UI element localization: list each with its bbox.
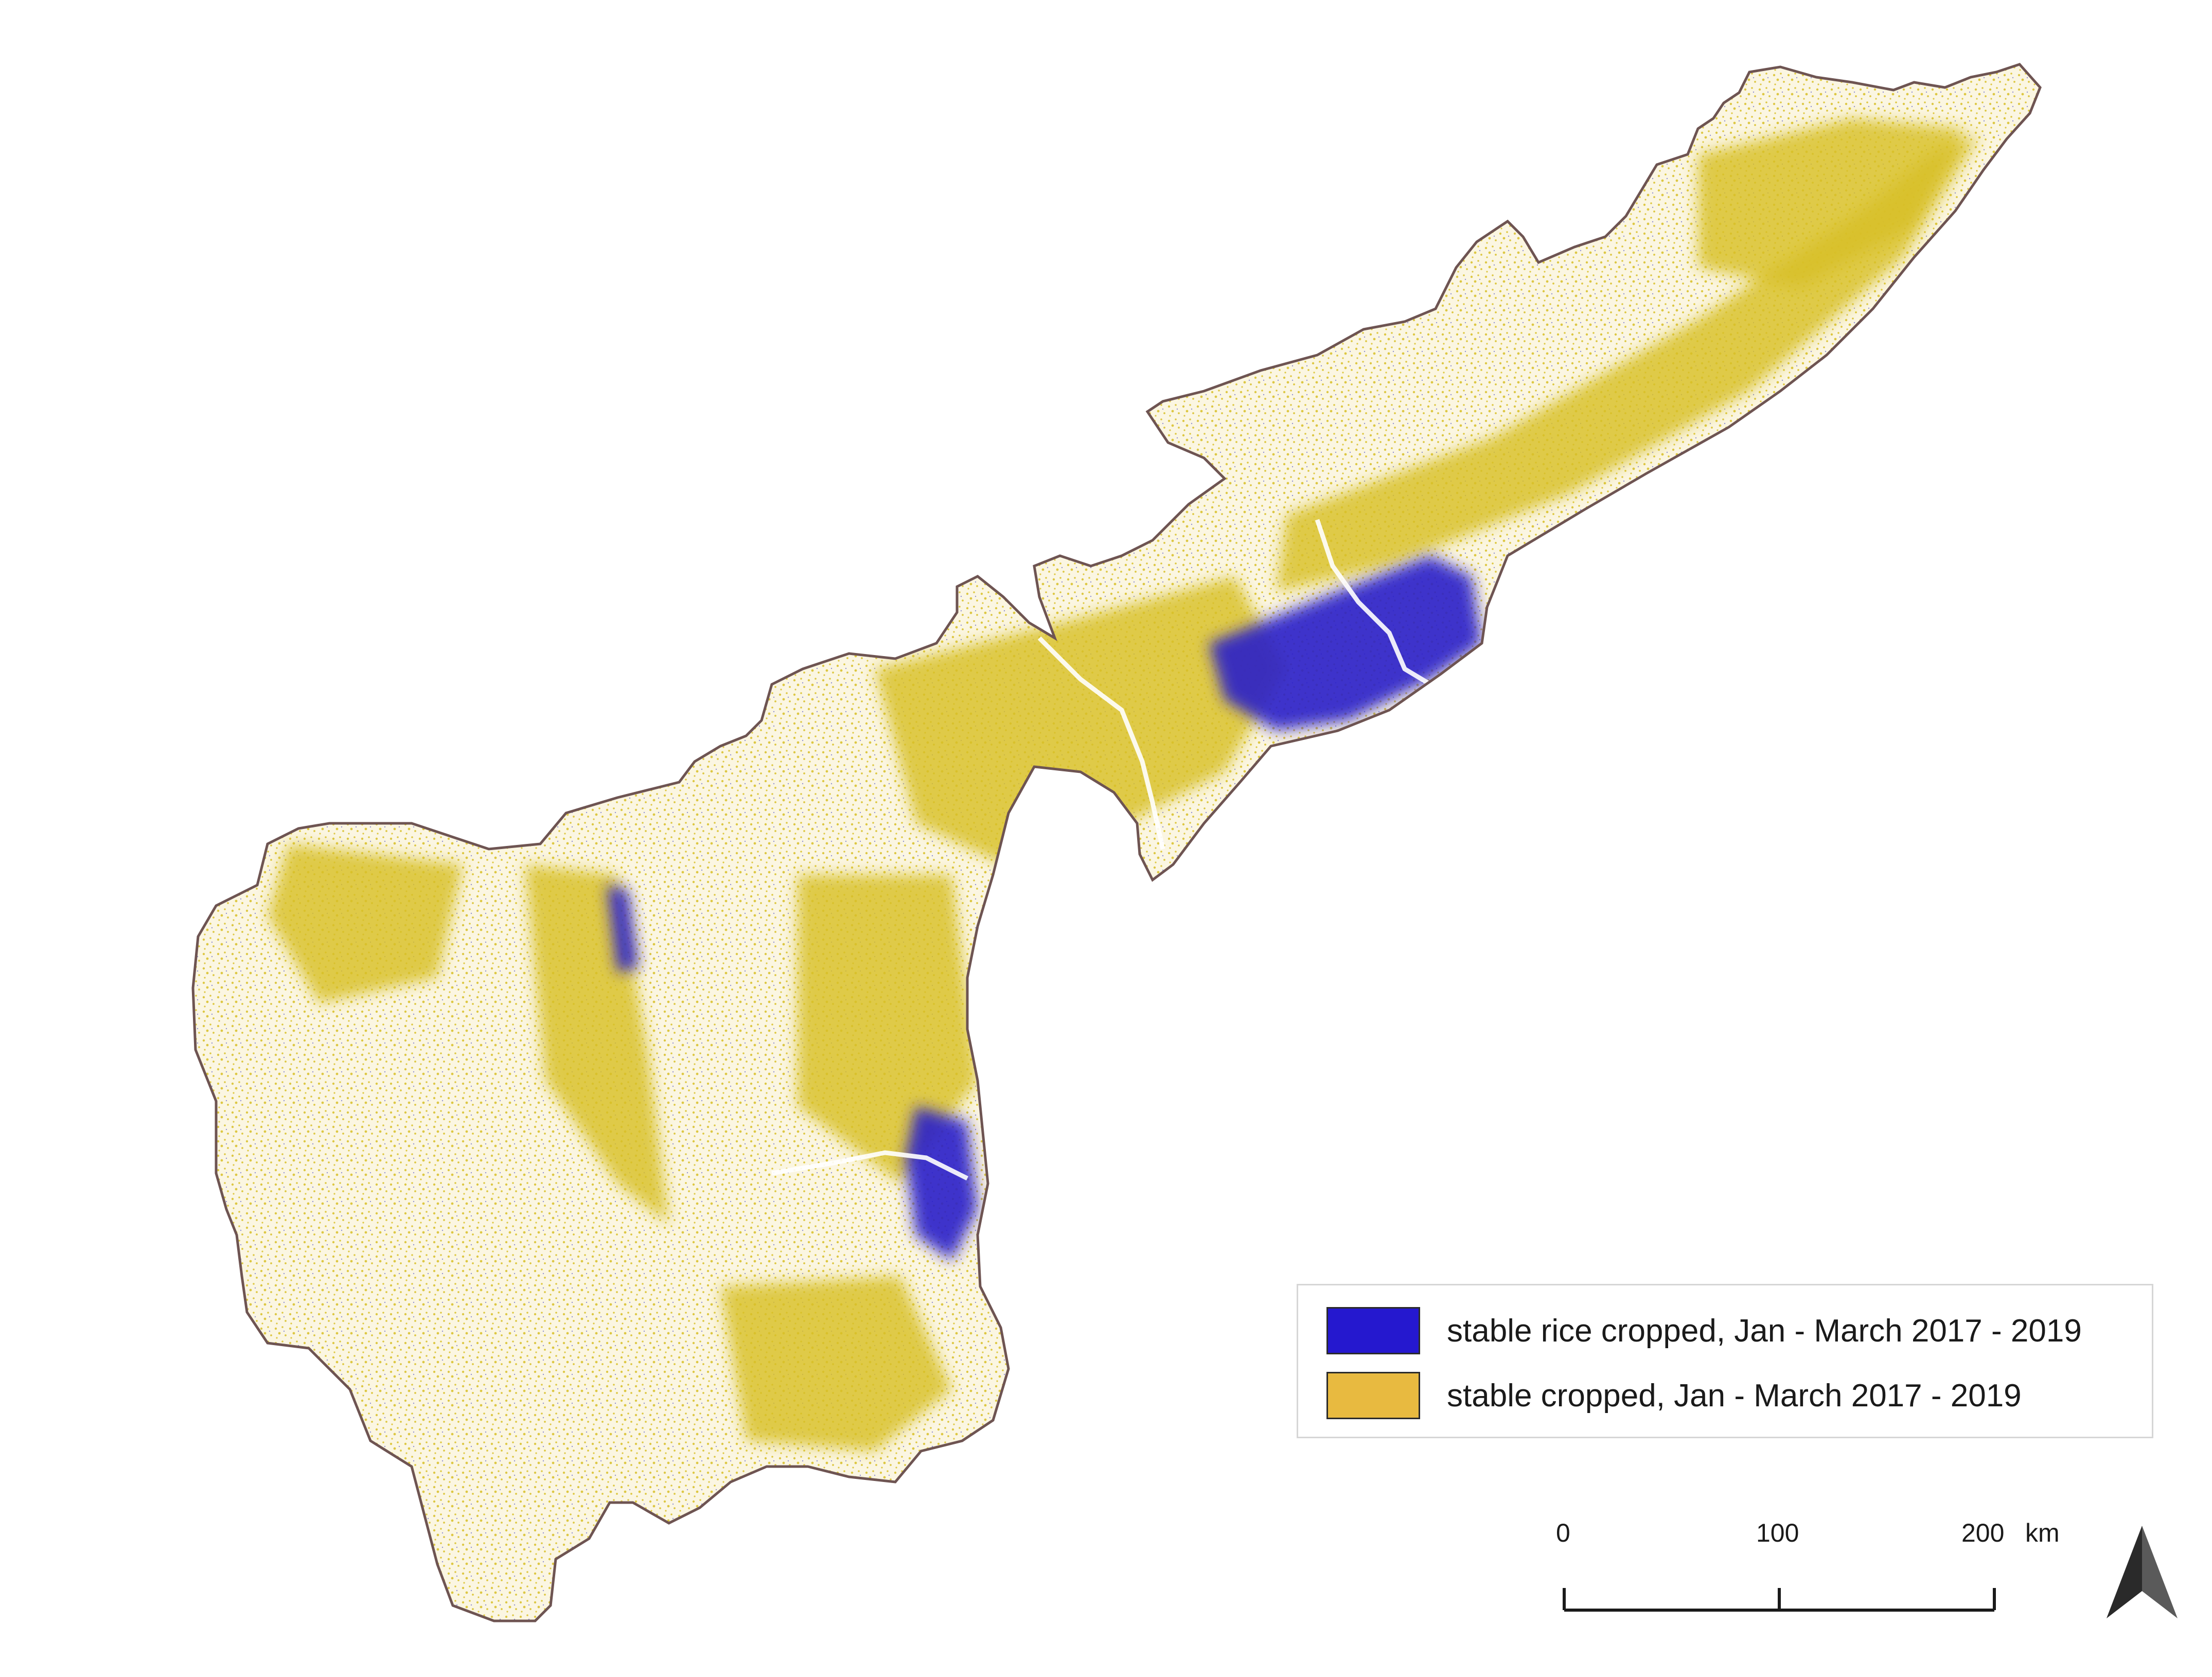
legend-item-cropped: stable cropped, Jan - March 2017 - 2019 [1326, 1372, 2022, 1419]
crop-zone-south [720, 1276, 952, 1451]
crop-zone-delta-west [875, 576, 1286, 864]
crop-zone-northeast [1698, 118, 1966, 288]
river-penna [771, 1150, 969, 1181]
stable-cropped-zones [268, 118, 1981, 1451]
river-krishna [1037, 636, 1165, 850]
scale-label-100: 100 [1756, 1519, 1799, 1547]
scale-unit: km [2025, 1519, 2060, 1547]
legend: stable rice cropped, Jan - March 2017 - … [1297, 1284, 2153, 1438]
legend-label-rice: stable rice cropped, Jan - March 2017 - … [1447, 1313, 2082, 1349]
scale-bar [1563, 1588, 1996, 1612]
scale-label-200: 200 [1961, 1519, 2005, 1547]
rice-zone-west-strip [607, 885, 638, 973]
stable-rice-zones [607, 556, 1482, 1261]
crop-zone-southwest [268, 844, 463, 1003]
north-arrow-right-half [2142, 1526, 2178, 1618]
rice-zone-krishna-south [906, 1106, 978, 1261]
scale-label-0: 0 [1556, 1519, 1570, 1547]
north-arrow-left-half [2107, 1526, 2142, 1618]
state-boundary [191, 63, 2042, 1622]
legend-swatch-cropped [1326, 1372, 1420, 1419]
legend-swatch-rice [1326, 1307, 1420, 1354]
legend-label-cropped: stable cropped, Jan - March 2017 - 2019 [1447, 1378, 2022, 1414]
crop-zone-central [798, 875, 978, 1184]
river-godavari [1315, 519, 1432, 686]
river-channels [771, 519, 1432, 1181]
north-arrow-icon [2107, 1526, 2178, 1618]
rice-zone-godavari-delta [1209, 556, 1482, 731]
crop-zone-west [525, 864, 669, 1225]
legend-item-rice: stable rice cropped, Jan - March 2017 - … [1326, 1307, 2082, 1354]
